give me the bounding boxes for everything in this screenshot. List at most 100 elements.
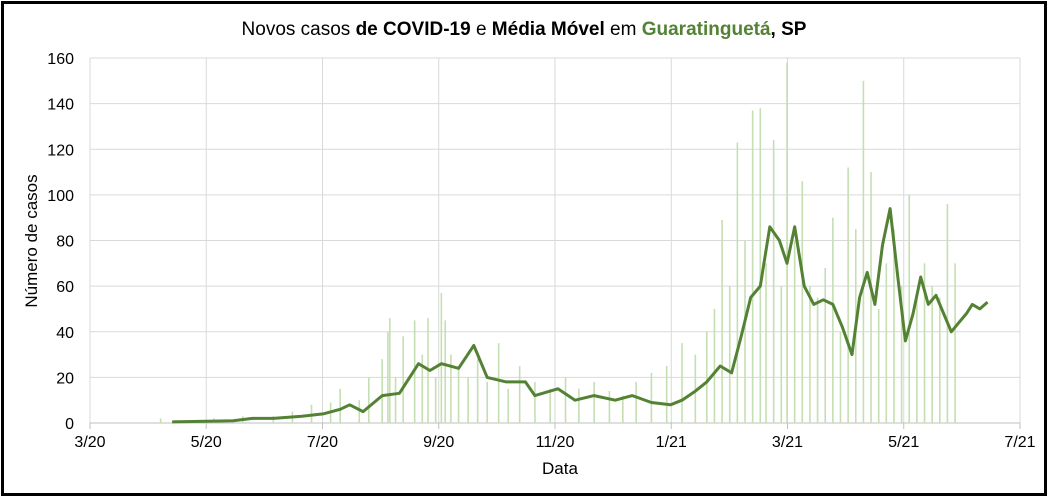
y-axis-title: Número de casos — [22, 174, 41, 307]
daily-case-bar — [721, 219, 723, 423]
y-tick-label: 120 — [47, 142, 74, 159]
x-tick-label: 3/20 — [74, 434, 105, 451]
daily-case-bar — [938, 297, 941, 423]
daily-case-bar — [736, 142, 739, 423]
daily-case-bar — [578, 388, 580, 423]
daily-case-bar — [744, 240, 746, 423]
daily-case-bar — [486, 381, 489, 423]
bar-series — [159, 62, 956, 423]
x-tick-label: 7/21 — [1004, 434, 1035, 451]
x-tick-label: 5/20 — [191, 434, 222, 451]
daily-case-bar — [931, 286, 933, 423]
x-axis-title: Data — [542, 459, 578, 478]
daily-case-bar — [877, 308, 880, 423]
chart-title: Novos casos de COVID-19 e Média Móvel em… — [0, 19, 1048, 41]
y-tick-label: 80 — [56, 234, 74, 251]
title-part-1: Novos casos — [241, 19, 356, 40]
daily-case-bar — [908, 194, 911, 423]
daily-case-bar — [728, 286, 731, 423]
daily-case-bar — [518, 365, 521, 423]
daily-case-bar — [793, 240, 796, 423]
x-axis-ticks: 3/20 5/20 7/20 9/20 11/20 1/21 3/21 5/21 7/21 — [74, 434, 1035, 451]
daily-case-bar — [621, 395, 624, 423]
y-axis-ticks: 0 20 40 60 80 100 120 140 160 — [47, 51, 74, 433]
daily-case-bar — [916, 297, 918, 423]
daily-case-bar — [381, 359, 383, 423]
daily-case-bar — [434, 377, 437, 423]
daily-case-bar — [923, 263, 926, 423]
daily-case-bar — [476, 359, 479, 423]
y-tick-label: 140 — [47, 97, 74, 114]
daily-case-bar — [780, 286, 783, 423]
x-tick-label: 7/20 — [307, 434, 338, 451]
daily-case-bar — [900, 286, 903, 423]
daily-case-bar — [954, 263, 956, 423]
daily-case-bar — [444, 320, 446, 423]
daily-case-bar — [816, 297, 819, 423]
x-tick-label: 5/21 — [888, 434, 919, 451]
daily-case-bar — [394, 377, 397, 423]
daily-case-bar — [507, 388, 510, 423]
daily-case-bar — [681, 343, 683, 423]
daily-case-bar — [402, 336, 404, 423]
daily-case-bar — [759, 108, 762, 423]
daily-case-bar — [946, 204, 949, 423]
daily-case-bar — [893, 229, 895, 423]
daily-case-bar — [885, 263, 888, 423]
daily-case-bar — [870, 172, 872, 423]
x-tick-label: 9/20 — [423, 434, 454, 451]
daily-case-bar — [358, 400, 361, 423]
daily-case-bar — [772, 140, 775, 423]
y-tick-label: 20 — [56, 370, 74, 387]
grid — [89, 57, 1021, 429]
daily-case-bar — [801, 181, 804, 423]
daily-case-bar — [824, 267, 827, 423]
daily-case-bar — [847, 167, 849, 423]
daily-case-bar — [387, 331, 389, 423]
daily-case-bar — [564, 377, 567, 423]
daily-case-bar — [635, 381, 637, 423]
daily-case-bar — [608, 391, 611, 423]
title-place: Guaratinguetá — [641, 19, 771, 40]
y-tick-label: 40 — [56, 325, 74, 342]
daily-case-bar — [467, 377, 469, 423]
daily-case-bar — [751, 110, 754, 423]
daily-case-bar — [549, 388, 552, 423]
daily-case-bar — [440, 292, 443, 423]
daily-case-bar — [593, 381, 595, 423]
daily-case-bar — [534, 381, 536, 423]
title-part-2: de COVID-19 — [355, 19, 471, 40]
daily-case-bar — [694, 354, 697, 423]
daily-case-bar — [389, 318, 391, 423]
daily-case-bar — [450, 354, 452, 423]
daily-case-bar — [665, 365, 668, 423]
daily-case-bar — [832, 217, 834, 423]
daily-case-bar — [706, 331, 708, 423]
y-tick-label: 160 — [47, 51, 74, 68]
daily-case-bar — [809, 286, 811, 423]
daily-case-bar — [497, 343, 500, 423]
daily-case-bar — [159, 418, 162, 423]
daily-case-bar — [839, 331, 842, 423]
daily-case-bar — [786, 62, 788, 423]
y-tick-label: 0 — [65, 416, 74, 433]
daily-case-bar — [862, 80, 865, 423]
x-tick-label: 11/20 — [536, 434, 575, 451]
daily-case-bar — [650, 372, 653, 423]
x-tick-label: 3/21 — [772, 434, 803, 451]
daily-case-bar — [368, 377, 370, 423]
y-tick-label: 60 — [56, 279, 74, 296]
moving-average-line — [172, 207, 989, 424]
daily-case-bar — [421, 354, 424, 423]
daily-case-bar — [713, 308, 716, 423]
x-tick-label: 1/21 — [656, 434, 687, 451]
daily-case-bar — [765, 263, 767, 423]
title-part-4: Média Móvel — [491, 19, 605, 40]
y-tick-label: 100 — [47, 188, 74, 205]
title-part-3: e — [470, 19, 492, 40]
title-part-6: , SP — [770, 19, 807, 40]
daily-case-bar — [339, 388, 341, 423]
daily-case-bar — [457, 365, 460, 423]
